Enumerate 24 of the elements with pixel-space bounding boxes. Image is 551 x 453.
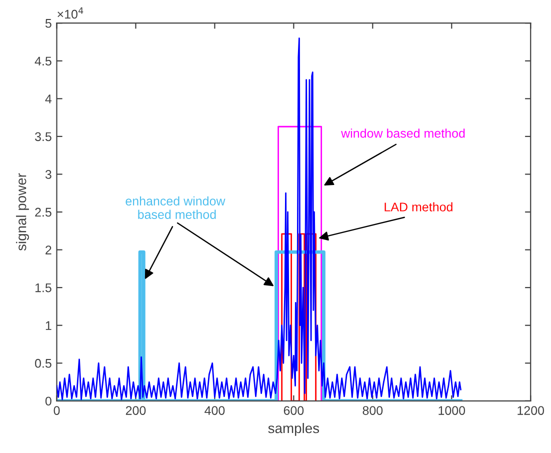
x-tick-label: 400 (204, 406, 225, 415)
x-tick-label: 800 (362, 406, 383, 415)
y-tick-label: 3.5 (34, 132, 52, 142)
text: LAD method (384, 202, 452, 212)
y-tick-label: 0 (45, 396, 52, 406)
y-tick-label: 0.5 (35, 358, 52, 368)
x-tick-label: 1000 (438, 406, 466, 415)
y-tick-label: 1.5 (35, 283, 52, 292)
y-tick-label: 2 (46, 246, 52, 254)
y-tick-label: 3 (45, 170, 52, 179)
series-label: window based method (341, 128, 465, 138)
y-tick-label: 4.5 (34, 56, 52, 66)
text: enhanced window based method (126, 196, 226, 219)
text: ×10$^{4}$ (58, 7, 84, 19)
x-tick-label: 200 (126, 406, 146, 415)
y-tick-label: 2.5 (35, 208, 52, 217)
x-axis-title: samples (268, 422, 320, 436)
y-tick-label: 1 (46, 321, 52, 330)
y-tick-label: 5 (45, 19, 52, 28)
x-tick-label: 1200 (518, 406, 544, 415)
y-tick-label: 4 (45, 94, 52, 104)
y-axis-title: signal power (16, 173, 29, 251)
x-tick-label: 600 (284, 406, 304, 415)
x-tick-label: 0 (54, 406, 60, 415)
